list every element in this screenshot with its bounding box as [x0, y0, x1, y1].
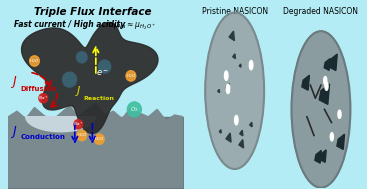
Text: $O_2$: $O_2$ — [130, 105, 139, 114]
Text: Conduction: Conduction — [21, 134, 65, 140]
Polygon shape — [337, 134, 345, 149]
Circle shape — [77, 130, 87, 141]
Polygon shape — [226, 84, 230, 90]
Circle shape — [127, 102, 141, 117]
Circle shape — [325, 82, 328, 90]
Polygon shape — [320, 150, 326, 162]
Circle shape — [94, 134, 104, 144]
Polygon shape — [218, 89, 219, 93]
Circle shape — [291, 31, 350, 188]
Circle shape — [62, 72, 77, 87]
Polygon shape — [315, 150, 321, 163]
Circle shape — [77, 52, 87, 63]
Polygon shape — [240, 130, 243, 136]
Text: $H_2O$: $H_2O$ — [94, 135, 104, 143]
Polygon shape — [250, 122, 252, 127]
Circle shape — [126, 71, 136, 81]
Polygon shape — [8, 104, 184, 188]
Text: $\it{J}$: $\it{J}$ — [75, 84, 81, 98]
Text: Reaction: Reaction — [84, 96, 115, 101]
Polygon shape — [229, 31, 235, 41]
Circle shape — [74, 120, 83, 129]
Polygon shape — [239, 139, 244, 148]
Polygon shape — [233, 54, 235, 59]
Text: $H_2O$: $H_2O$ — [126, 72, 136, 80]
Text: $Na^+$: $Na^+$ — [73, 120, 84, 128]
Circle shape — [235, 115, 238, 125]
Polygon shape — [22, 22, 158, 133]
Circle shape — [98, 60, 111, 73]
Text: Degraded NASICON: Degraded NASICON — [283, 7, 359, 16]
Text: $\it{J}$: $\it{J}$ — [10, 74, 17, 90]
Text: $\mu_{Na} \approx \mu_{H_2O^+}$: $\mu_{Na} \approx \mu_{H_2O^+}$ — [113, 20, 156, 32]
Text: $H_2O$: $H_2O$ — [77, 132, 87, 139]
Circle shape — [30, 56, 39, 66]
Circle shape — [250, 60, 253, 70]
Polygon shape — [319, 84, 330, 104]
Text: $\it{J}$: $\it{J}$ — [10, 125, 17, 140]
Polygon shape — [329, 54, 337, 70]
Polygon shape — [324, 59, 330, 70]
Text: Triple Flux Interface: Triple Flux Interface — [33, 7, 151, 17]
Circle shape — [330, 133, 333, 141]
Circle shape — [225, 71, 228, 80]
Text: Fast current / High acidity: Fast current / High acidity — [14, 20, 125, 29]
Text: $Na^+$: $Na^+$ — [38, 94, 48, 102]
Text: Diffusion: Diffusion — [21, 86, 57, 92]
Polygon shape — [239, 64, 241, 67]
Circle shape — [226, 84, 230, 94]
Circle shape — [324, 77, 327, 85]
Text: $e^-$: $e^-$ — [96, 68, 109, 78]
Polygon shape — [302, 75, 309, 90]
Circle shape — [338, 110, 341, 118]
Circle shape — [39, 94, 48, 103]
Circle shape — [205, 12, 264, 169]
Polygon shape — [26, 117, 96, 132]
Polygon shape — [226, 133, 231, 142]
Polygon shape — [219, 130, 221, 133]
Text: Pristine NASICON: Pristine NASICON — [201, 7, 268, 16]
Text: $H_2O$: $H_2O$ — [29, 57, 40, 65]
